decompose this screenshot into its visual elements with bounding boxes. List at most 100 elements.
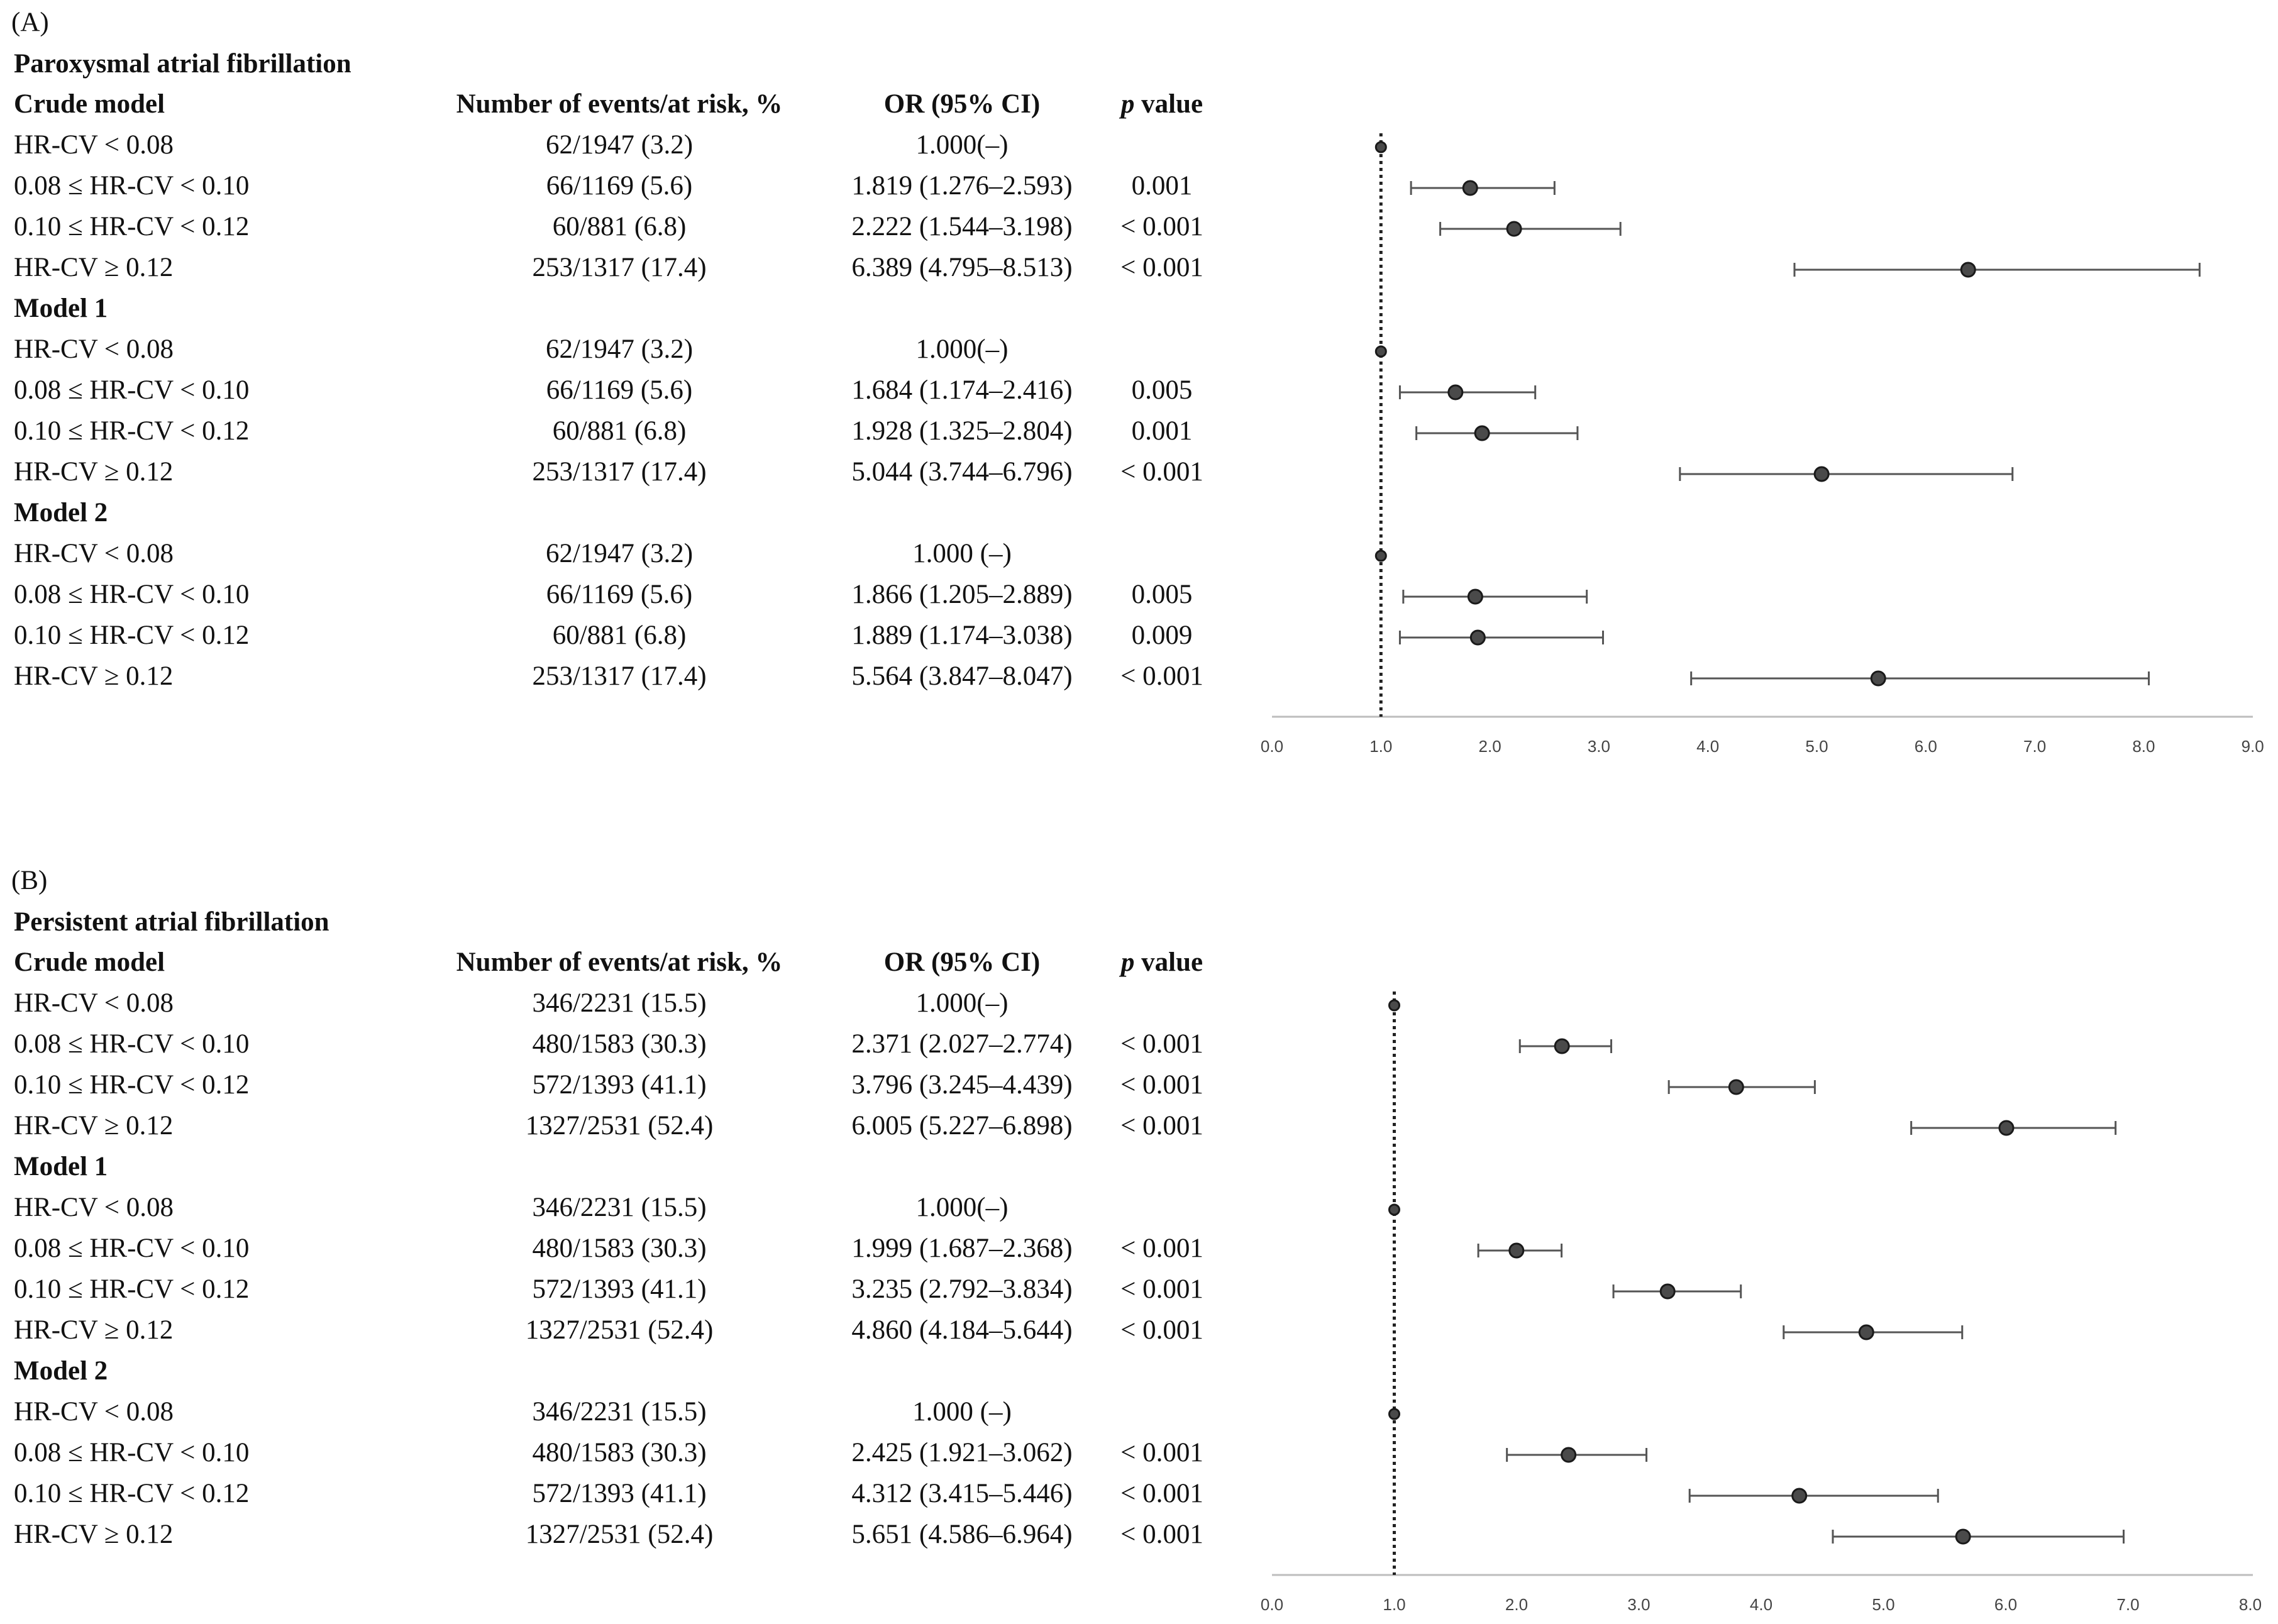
row-p-value: < 0.001: [1120, 457, 1203, 487]
x-tick-label: 8.0: [2239, 1595, 2262, 1614]
group-heading: Crude model: [14, 947, 165, 977]
row-events: 62/1947 (3.2): [545, 334, 694, 364]
x-tick-label: 5.0: [1872, 1595, 1894, 1614]
row-events: 253/1317 (17.4): [532, 457, 707, 487]
row-label: HR-CV ≥ 0.12: [14, 1111, 174, 1141]
row-or-ci: 5.651 (4.586–6.964): [851, 1520, 1073, 1549]
or-point: [1955, 1528, 1971, 1545]
row-or-ci: 4.860 (4.184–5.644): [851, 1315, 1073, 1345]
row-p-value: 0.001: [1131, 171, 1193, 201]
x-tick-label: 2.0: [1479, 737, 1501, 756]
row-or-ci: 1.000(–): [915, 130, 1009, 160]
or-point: [1870, 670, 1886, 687]
row-label: HR-CV ≥ 0.12: [14, 253, 174, 282]
row-or-ci: 1.866 (1.205–2.889): [851, 580, 1073, 609]
or-point: [1858, 1324, 1874, 1340]
row-events: 480/1583 (30.3): [532, 1234, 707, 1263]
row-label: HR-CV ≥ 0.12: [14, 661, 174, 691]
or-point: [1998, 1120, 2015, 1136]
group-heading: Model 2: [14, 1356, 108, 1386]
row-events: 62/1947 (3.2): [545, 539, 694, 568]
row-events: 66/1169 (5.6): [546, 171, 693, 201]
row-events: 62/1947 (3.2): [545, 130, 694, 160]
row-or-ci: 2.425 (1.921–3.062): [851, 1438, 1073, 1467]
row-or-ci: 3.235 (2.792–3.834): [851, 1274, 1073, 1304]
or-point: [1388, 1203, 1400, 1216]
x-tick-label: 4.0: [1696, 737, 1719, 756]
row-label: HR-CV < 0.08: [14, 130, 174, 160]
p-value-header: p value: [1121, 949, 1203, 976]
or-point: [1388, 1408, 1400, 1420]
row-events: 572/1393 (41.1): [532, 1479, 707, 1508]
group-heading: Model 1: [14, 1152, 108, 1181]
row-or-ci: 4.312 (3.415–5.446): [851, 1479, 1073, 1508]
row-label: HR-CV < 0.08: [14, 1193, 174, 1222]
row-events: 60/881 (6.8): [552, 416, 687, 446]
row-events: 253/1317 (17.4): [532, 661, 707, 691]
p-value-header-rest: value: [1134, 947, 1203, 977]
x-tick-label: 4.0: [1750, 1595, 1772, 1614]
row-or-ci: 1.000 (–): [912, 1397, 1012, 1427]
row-or-ci: 5.564 (3.847–8.047): [851, 661, 1073, 691]
forest-plot: 0.0 1.0 2.0 3.0 4.0 5.0 6.0 7.0 8.0 9.0: [1261, 133, 2264, 756]
row-label: HR-CV ≥ 0.12: [14, 1315, 174, 1345]
row-label: 0.10 ≤ HR-CV < 0.12: [14, 1274, 250, 1304]
p-value-header-p: p: [1120, 89, 1135, 119]
or-point: [1659, 1283, 1676, 1300]
row-label: HR-CV < 0.08: [14, 334, 174, 364]
chart-title: Paroxysmal atrial fibrillation: [14, 49, 351, 79]
row-p-value: < 0.001: [1120, 1274, 1203, 1304]
row-or-ci: 1.684 (1.174–2.416): [851, 375, 1073, 405]
or-point: [1374, 550, 1387, 562]
row-or-ci: 6.389 (4.795–8.513): [851, 253, 1073, 282]
row-or-ci: 1.928 (1.325–2.804): [851, 416, 1073, 446]
or-point: [1506, 221, 1522, 237]
x-tick-label: 3.0: [1588, 737, 1610, 756]
or-point: [1791, 1488, 1808, 1504]
row-events: 480/1583 (30.3): [532, 1029, 707, 1059]
row-p-value: < 0.001: [1120, 1234, 1203, 1263]
row-events: 66/1169 (5.6): [546, 375, 693, 405]
or-point: [1388, 999, 1400, 1012]
x-tick-label: 2.0: [1505, 1595, 1528, 1614]
or-point: [1813, 466, 1830, 482]
row-label: 0.08 ≤ HR-CV < 0.10: [14, 171, 250, 201]
row-events: 1327/2531 (52.4): [525, 1520, 714, 1549]
row-p-value: < 0.001: [1120, 212, 1203, 241]
row-or-ci: 5.044 (3.744–6.796): [851, 457, 1073, 487]
or-header: OR (95% CI): [883, 89, 1041, 119]
row-or-ci: 2.222 (1.544–3.198): [851, 212, 1073, 241]
row-label: 0.08 ≤ HR-CV < 0.10: [14, 375, 250, 405]
x-tick-label: 9.0: [2242, 737, 2264, 756]
row-or-ci: 2.371 (2.027–2.774): [851, 1029, 1073, 1059]
row-events: 346/2231 (15.5): [532, 1193, 707, 1222]
x-tick-label: 0.0: [1261, 1595, 1283, 1614]
row-label: HR-CV ≥ 0.12: [14, 1520, 174, 1549]
row-events: 346/2231 (15.5): [532, 1397, 707, 1427]
row-or-ci: 1.889 (1.174–3.038): [851, 621, 1073, 650]
or-point: [1728, 1079, 1744, 1095]
panel-tag: (A): [11, 8, 49, 37]
or-point: [1960, 262, 1976, 278]
or-point: [1374, 345, 1387, 358]
or-point: [1469, 629, 1486, 646]
row-label: 0.10 ≤ HR-CV < 0.12: [14, 212, 250, 241]
or-point: [1462, 180, 1478, 196]
row-label: HR-CV < 0.08: [14, 1397, 174, 1427]
group-heading: Model 1: [14, 294, 108, 323]
row-events: 1327/2531 (52.4): [525, 1315, 714, 1345]
or-point: [1467, 588, 1483, 605]
row-events: 346/2231 (15.5): [532, 988, 707, 1018]
x-tick-label: 6.0: [1994, 1595, 2017, 1614]
x-tick-label: 5.0: [1805, 737, 1828, 756]
row-p-value: < 0.001: [1120, 661, 1203, 691]
panel-tag: (B): [11, 866, 48, 895]
x-tick-label: 3.0: [1627, 1595, 1650, 1614]
p-value-header: p value: [1121, 91, 1203, 118]
x-tick-label: 1.0: [1383, 1595, 1405, 1614]
row-label: 0.10 ≤ HR-CV < 0.12: [14, 416, 250, 446]
x-tick-label: 8.0: [2132, 737, 2155, 756]
row-label: 0.10 ≤ HR-CV < 0.12: [14, 1070, 250, 1100]
row-p-value: < 0.001: [1120, 1070, 1203, 1100]
row-label: HR-CV < 0.08: [14, 539, 174, 568]
